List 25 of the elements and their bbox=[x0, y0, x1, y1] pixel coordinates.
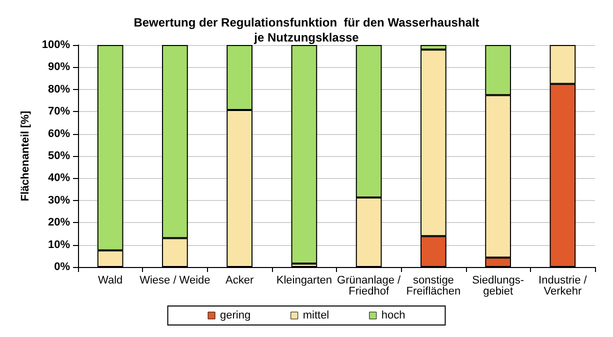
bar bbox=[291, 45, 318, 264]
y-tick-label: 0% bbox=[54, 261, 70, 273]
y-tick-label: 40% bbox=[48, 172, 70, 184]
y-tick-label: 90% bbox=[48, 61, 70, 74]
y-axis-title: Flächenanteil [%] bbox=[19, 110, 32, 202]
y-tick-label: 50% bbox=[48, 150, 70, 162]
legend-label: mittel bbox=[302, 310, 330, 322]
x-tick-label: Kleingarten bbox=[276, 274, 332, 286]
y-tick-label: 100% bbox=[42, 39, 70, 51]
y-tick-label: 70% bbox=[48, 106, 70, 118]
y-tick-label: 30% bbox=[48, 194, 70, 206]
x-tick-label: Grünanlage / Friedhof bbox=[337, 274, 402, 298]
y-tick-label: 10% bbox=[48, 238, 70, 251]
x-tick-label: Siedlungs- gebiet bbox=[472, 274, 524, 298]
y-tick-label: 80% bbox=[48, 83, 70, 96]
x-tick-label: sonstige Freiflächen bbox=[406, 274, 461, 298]
x-tick-label: Acker bbox=[226, 274, 254, 286]
legend-label: hoch bbox=[381, 310, 406, 322]
x-tick-label: Wiese / Weide bbox=[140, 274, 210, 286]
legend-label: gering bbox=[220, 310, 251, 322]
x-tick-label: Wald bbox=[98, 274, 123, 286]
y-tick-label: 20% bbox=[48, 216, 70, 229]
chart-title: Bewertung der Regulationsfunktion für den Wasserhaushalt je Nutzungsklasse bbox=[134, 16, 480, 44]
x-tick-label: Industrie / Verkehr bbox=[538, 274, 588, 298]
y-tick-label: 60% bbox=[48, 128, 70, 140]
